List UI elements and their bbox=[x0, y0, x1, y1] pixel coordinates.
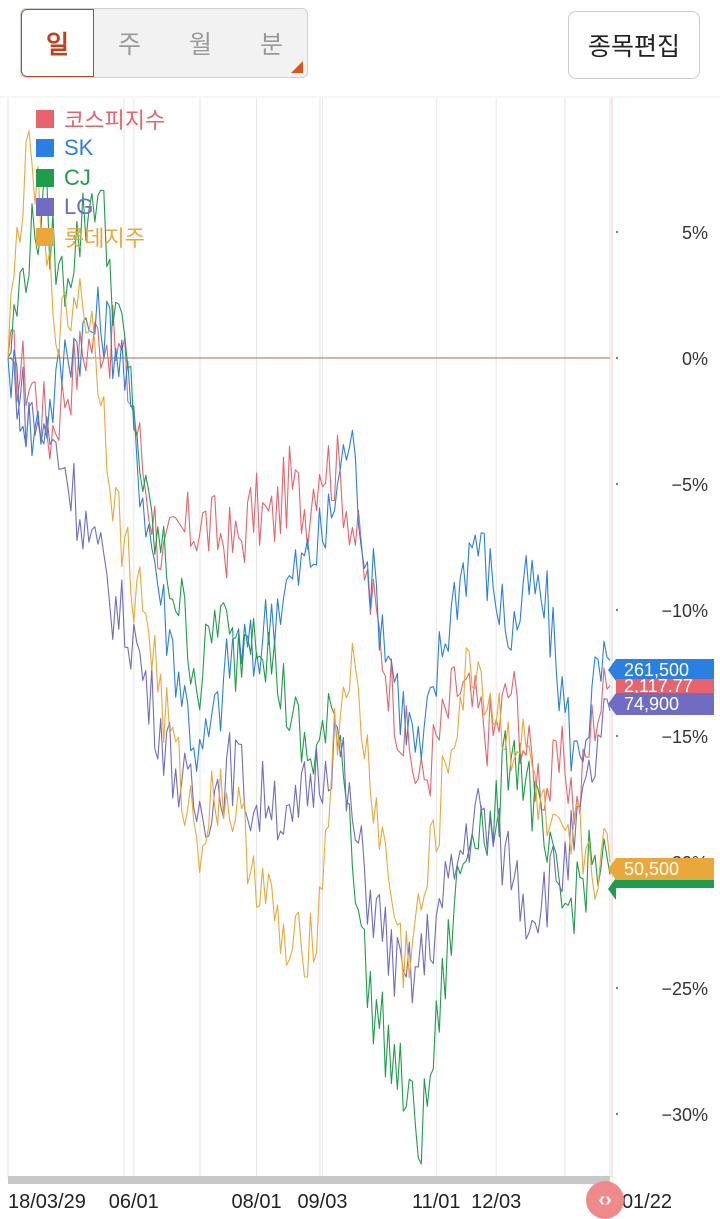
tab-day[interactable]: 일 bbox=[21, 9, 94, 77]
legend-label: 코스피지수 bbox=[64, 107, 166, 133]
legend-label: LG bbox=[64, 194, 94, 220]
price-tag-kospi: 2,117.77 bbox=[616, 679, 714, 693]
y-tick-mark bbox=[616, 483, 618, 485]
legend-label: SK bbox=[64, 135, 94, 161]
legend-item-sk[interactable]: SK bbox=[36, 134, 165, 164]
x-tick-label: 12/03 bbox=[471, 1191, 521, 1213]
y-tick-label: −10% bbox=[661, 601, 708, 621]
x-tick-label: 08/01 bbox=[232, 1191, 282, 1213]
legend-swatch bbox=[36, 168, 54, 187]
code-chevrons-icon: ‹› bbox=[598, 1188, 612, 1211]
x-tick-label: 11/01 bbox=[412, 1191, 461, 1213]
price-tag-lg: 74,900 bbox=[608, 693, 714, 715]
y-tick-mark bbox=[616, 357, 618, 359]
legend-label: 롯데지주 bbox=[64, 225, 145, 251]
y-tick-mark bbox=[616, 735, 618, 737]
x-tick-label: 18/03/29 bbox=[8, 1191, 86, 1213]
y-tick-label: −25% bbox=[661, 979, 708, 999]
y-tick-mark bbox=[616, 1113, 618, 1115]
series-line-kospi bbox=[7, 304, 611, 826]
edit-stocks-button[interactable]: 종목편집 bbox=[568, 11, 700, 79]
tab-month[interactable]: 월 bbox=[188, 31, 212, 59]
y-tick-mark bbox=[616, 609, 618, 611]
legend-item-lotte[interactable]: 롯데지주 bbox=[36, 222, 165, 252]
tab-week[interactable]: 주 bbox=[117, 31, 141, 59]
y-tick-label: −5% bbox=[671, 475, 708, 495]
x-tick-label: 09/03 bbox=[297, 1191, 347, 1213]
x-tick-label: 06/01 bbox=[109, 1191, 159, 1213]
price-tag-sk: 261,500 bbox=[608, 659, 714, 681]
series-line-sk bbox=[7, 286, 611, 772]
legend-item-lg[interactable]: LG bbox=[36, 193, 165, 223]
price-tag-cj bbox=[608, 878, 714, 900]
y-tick-label: −15% bbox=[661, 727, 708, 747]
legend-swatch bbox=[36, 109, 54, 128]
y-tick-mark bbox=[616, 987, 618, 989]
tab-minute[interactable]: 분 bbox=[236, 9, 307, 77]
chart-legend: 코스피지수 SK CJ LG 롯데지주 bbox=[36, 104, 165, 252]
y-tick-label: 5% bbox=[682, 223, 708, 243]
scroll-handle-button[interactable]: ‹› bbox=[586, 1181, 624, 1219]
series-line-cj bbox=[7, 174, 611, 1165]
series-line-lg bbox=[7, 357, 611, 1004]
legend-swatch bbox=[36, 198, 54, 217]
legend-item-cj[interactable]: CJ bbox=[36, 163, 165, 193]
price-tag-lotte: 50,500 bbox=[608, 858, 714, 880]
legend-item-kospi[interactable]: 코스피지수 bbox=[36, 104, 165, 134]
y-tick-label: −30% bbox=[661, 1105, 708, 1125]
comparison-line-chart: 5%0%−5%−10%−15%−20%−25%−30%18/03/2906/01… bbox=[0, 96, 720, 1213]
legend-label: CJ bbox=[64, 164, 91, 190]
y-tick-label: 0% bbox=[682, 349, 708, 369]
dropdown-corner-icon bbox=[291, 61, 303, 73]
legend-swatch bbox=[36, 139, 54, 158]
period-tabs: 일 주 월 분 bbox=[20, 8, 308, 78]
chart-scrollbar-track bbox=[8, 1176, 610, 1184]
y-tick-mark bbox=[616, 231, 618, 233]
series-line-lotte bbox=[7, 130, 611, 989]
tab-minute-label: 분 bbox=[259, 31, 283, 59]
x-tick-label: 01/22 bbox=[622, 1191, 672, 1213]
legend-swatch bbox=[36, 227, 54, 246]
